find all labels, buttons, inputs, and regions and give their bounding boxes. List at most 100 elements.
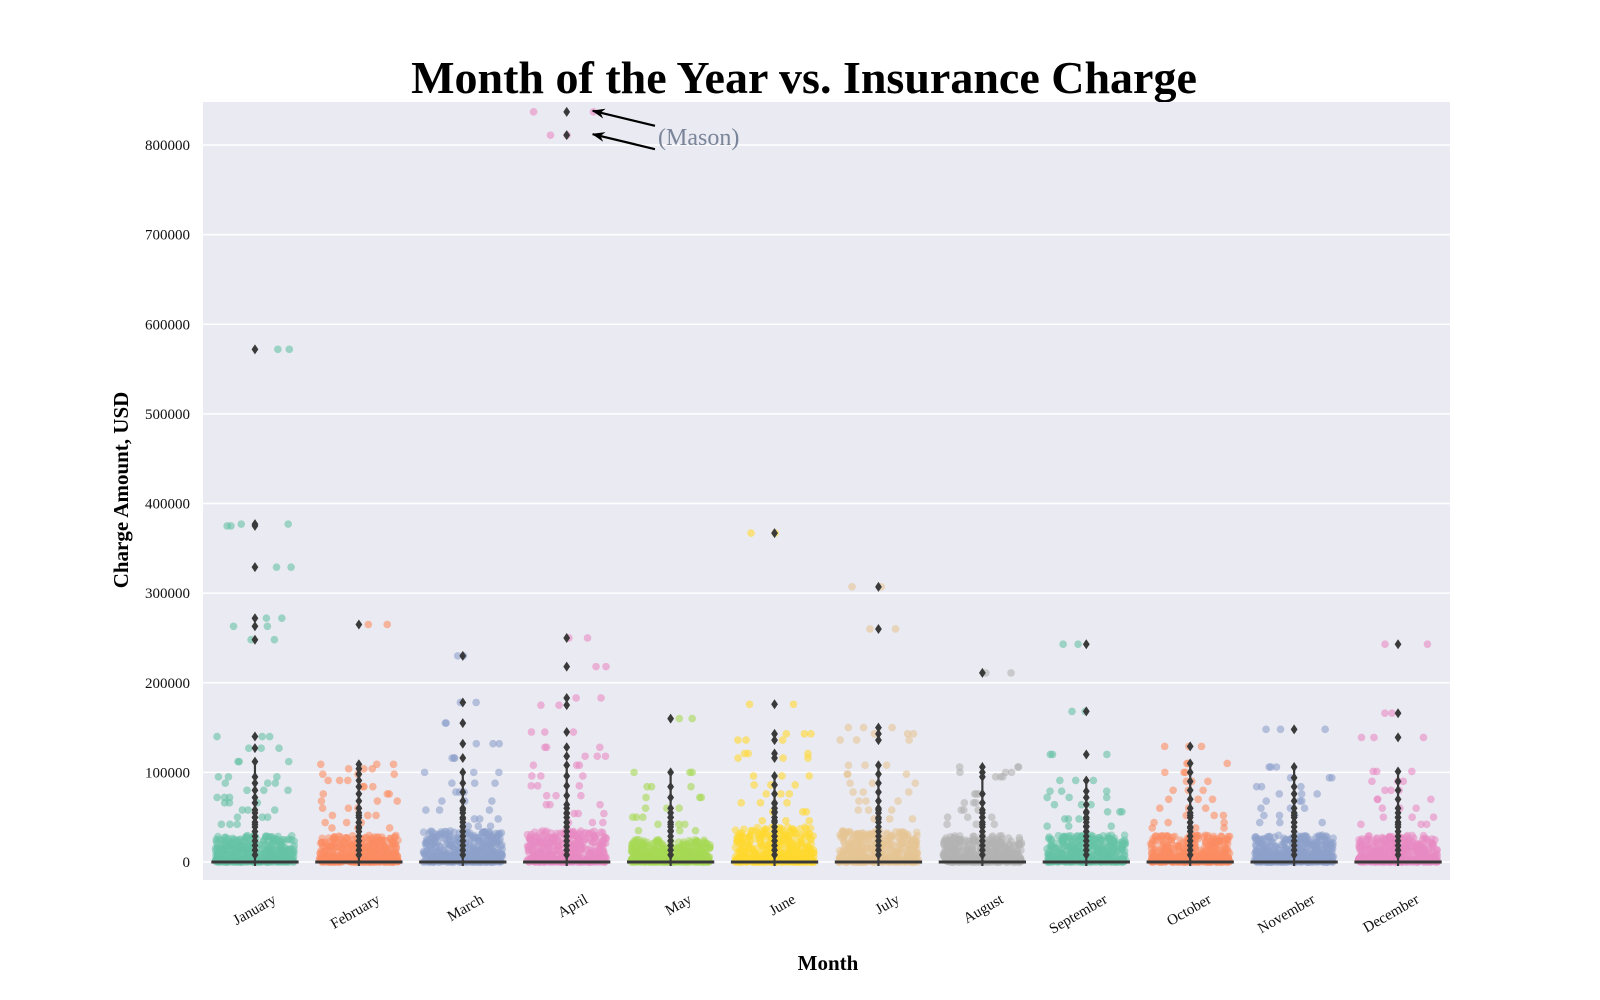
- data-point: [762, 790, 770, 798]
- data-point: [1259, 841, 1268, 850]
- data-point: [1099, 832, 1108, 840]
- data-point: [365, 831, 373, 840]
- data-point: [258, 732, 267, 741]
- data-point: [319, 790, 328, 798]
- data-point: [908, 815, 917, 823]
- data-point: [1099, 842, 1107, 851]
- data-point: [486, 822, 495, 830]
- data-point: [453, 652, 462, 660]
- data-point: [555, 701, 563, 709]
- data-point: [369, 782, 377, 791]
- data-point: [1064, 815, 1073, 823]
- data-point: [536, 838, 545, 847]
- data-point: [885, 815, 894, 823]
- data-point: [748, 845, 757, 853]
- data-point: [321, 818, 329, 827]
- data-point: [1043, 822, 1051, 830]
- data-point: [278, 836, 286, 844]
- data-point: [213, 732, 221, 741]
- data-point: [378, 833, 386, 841]
- data-point: [1252, 835, 1260, 844]
- y-tick-label: 300000: [145, 586, 190, 602]
- data-point: [577, 827, 585, 835]
- data-point: [491, 829, 500, 838]
- data-point: [630, 768, 638, 777]
- data-point: [472, 698, 480, 707]
- data-point: [527, 728, 536, 736]
- data-point: [272, 563, 281, 571]
- data-point: [1265, 763, 1273, 771]
- data-point: [749, 772, 758, 780]
- data-point: [270, 635, 279, 644]
- data-point: [902, 770, 911, 778]
- data-point: [943, 813, 952, 821]
- data-point: [799, 808, 807, 816]
- data-point: [420, 768, 429, 777]
- data-point: [849, 845, 857, 854]
- data-point: [691, 826, 700, 835]
- y-tick-label: 100000: [145, 765, 190, 781]
- data-point: [1321, 725, 1329, 734]
- data-point: [383, 620, 392, 629]
- data-point: [912, 828, 921, 837]
- data-point: [360, 764, 368, 773]
- data-point: [600, 809, 608, 818]
- data-point: [342, 818, 351, 827]
- data-point: [1007, 768, 1016, 777]
- data-point: [1220, 824, 1228, 832]
- data-point: [791, 781, 799, 789]
- data-point: [744, 749, 752, 758]
- data-point: [855, 797, 863, 805]
- data-point: [802, 830, 810, 838]
- data-point: [390, 770, 399, 778]
- data-point: [233, 820, 241, 829]
- data-point: [601, 752, 610, 761]
- data-point: [1313, 790, 1322, 798]
- data-point: [278, 614, 286, 623]
- data-point: [389, 760, 398, 769]
- data-point: [911, 779, 920, 787]
- data-point: [844, 761, 853, 770]
- data-point: [675, 820, 683, 829]
- y-tick-label: 800000: [145, 138, 190, 154]
- data-point: [895, 851, 903, 859]
- data-point: [627, 840, 636, 849]
- data-point: [488, 797, 496, 805]
- data-point: [1199, 786, 1207, 795]
- data-point: [596, 743, 604, 752]
- data-point: [427, 848, 436, 857]
- data-point: [1262, 725, 1270, 734]
- data-point: [784, 823, 792, 831]
- data-point: [529, 761, 538, 770]
- data-point: [262, 614, 271, 623]
- data-point: [1118, 808, 1126, 816]
- data-point: [675, 826, 684, 835]
- data-point: [577, 842, 585, 851]
- data-point: [581, 752, 589, 761]
- data-point: [1297, 832, 1306, 841]
- data-point: [647, 782, 656, 791]
- data-point: [859, 723, 868, 732]
- data-point: [1318, 831, 1327, 839]
- data-point: [972, 799, 980, 807]
- data-point: [805, 772, 813, 780]
- data-point: [573, 837, 581, 846]
- data-point: [383, 790, 392, 798]
- data-point: [1214, 841, 1223, 850]
- data-point: [989, 851, 997, 859]
- data-point: [1068, 707, 1076, 716]
- data-point: [637, 843, 645, 852]
- data-point: [1015, 833, 1024, 842]
- data-point: [805, 816, 814, 825]
- data-point: [734, 754, 742, 762]
- data-point: [1272, 763, 1281, 771]
- data-point: [569, 728, 578, 736]
- data-point: [328, 811, 337, 820]
- data-point: [1262, 797, 1271, 805]
- data-point: [757, 834, 766, 843]
- data-point: [385, 824, 394, 832]
- data-point: [1164, 847, 1173, 856]
- data-point: [238, 806, 247, 814]
- data-point: [648, 839, 657, 848]
- data-point: [258, 813, 267, 821]
